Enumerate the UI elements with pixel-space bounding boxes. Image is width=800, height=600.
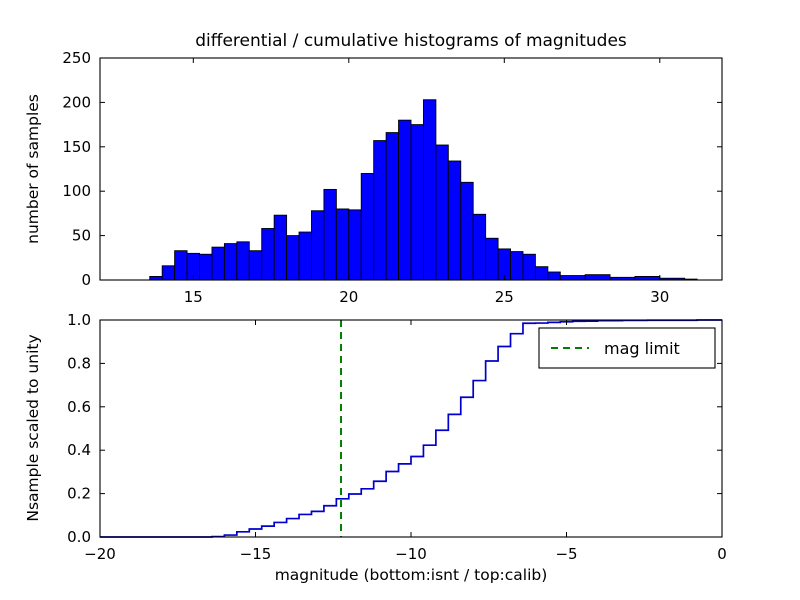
histogram-bar [436, 145, 448, 280]
bottom-y-axis-label: Nsample scaled to unity [24, 334, 42, 521]
top-y-tick-label: 250 [62, 49, 91, 67]
histogram-bar [511, 252, 523, 280]
top-x-tick-label: 15 [184, 288, 203, 306]
legend[interactable]: mag limit [539, 328, 715, 368]
bottom-y-tick-label: 0.0 [67, 528, 91, 546]
histogram-bar [386, 133, 398, 280]
top-y-axis-label: number of samples [24, 94, 42, 244]
histogram-bar [423, 100, 435, 280]
histogram-bar [374, 141, 386, 280]
histogram-bar [262, 229, 274, 281]
histogram-bar [324, 189, 336, 280]
histogram-bar [200, 254, 212, 280]
bottom-x-tick-label: −20 [84, 545, 116, 563]
histogram-bar [249, 251, 261, 280]
bottom-axes: −20 −15 −10 −5 0 0.0 0.2 0.4 0.6 0.8 1.0 Nsample … [24, 311, 727, 584]
bottom-y-tick-label: 0.8 [67, 354, 91, 372]
histogram-bar [311, 211, 323, 280]
top-y-tick-label: 0 [81, 271, 91, 289]
histogram-bar [175, 251, 187, 280]
legend-label-mag-limit: mag limit [604, 339, 680, 358]
histogram-bar [162, 266, 174, 280]
top-y-tick-label: 100 [62, 182, 91, 200]
histogram-bar [535, 267, 547, 280]
histogram-bar [548, 272, 560, 280]
bottom-x-tick-label: −5 [555, 545, 577, 563]
histogram-bar [237, 242, 249, 280]
histogram-bar [461, 182, 473, 280]
histogram-bar [560, 276, 585, 280]
histogram-bar [287, 236, 299, 280]
histogram-bar [212, 247, 224, 280]
bottom-x-tick-label: −15 [240, 545, 272, 563]
bottom-x-tick-label: 0 [717, 545, 727, 563]
matplotlib-figure: 15 20 25 30 0 50 100 150 200 250 differential / … [0, 0, 800, 600]
top-x-tick-label: 30 [650, 288, 669, 306]
top-x-tick-label: 20 [339, 288, 358, 306]
histogram-bar [336, 209, 348, 280]
top-x-tick-label: 25 [495, 288, 514, 306]
bottom-y-tick-label: 0.2 [67, 485, 91, 503]
histogram-bar [486, 238, 498, 280]
histogram-bar [361, 173, 373, 280]
bottom-y-tick-label: 0.6 [67, 398, 91, 416]
bottom-x-tick-label: −10 [395, 545, 427, 563]
histogram-bar [399, 120, 411, 280]
bottom-y-tick-label: 0.4 [67, 441, 91, 459]
histogram-bar [473, 214, 485, 280]
histogram-bar [349, 210, 361, 280]
histogram-bar [411, 125, 423, 280]
histogram-bar [448, 161, 460, 280]
histogram-bar [299, 232, 311, 280]
histogram-bar [224, 244, 236, 280]
histogram-bar [274, 215, 286, 280]
histogram-bar [523, 254, 535, 280]
top-axes: 15 20 25 30 0 50 100 150 200 250 differential / … [24, 31, 722, 306]
top-y-tick-label: 50 [72, 227, 91, 245]
histogram-bar [585, 275, 610, 280]
bottom-y-tick-label: 1.0 [67, 311, 91, 329]
figure-canvas: 15 20 25 30 0 50 100 150 200 250 differential / … [0, 0, 800, 600]
x-axis-label: magnitude (bottom:isnt / top:calib) [275, 566, 548, 584]
top-y-tick-label: 200 [62, 93, 91, 111]
top-y-tick-label: 150 [62, 138, 91, 156]
page-title: differential / cumulative histograms of … [195, 31, 627, 51]
